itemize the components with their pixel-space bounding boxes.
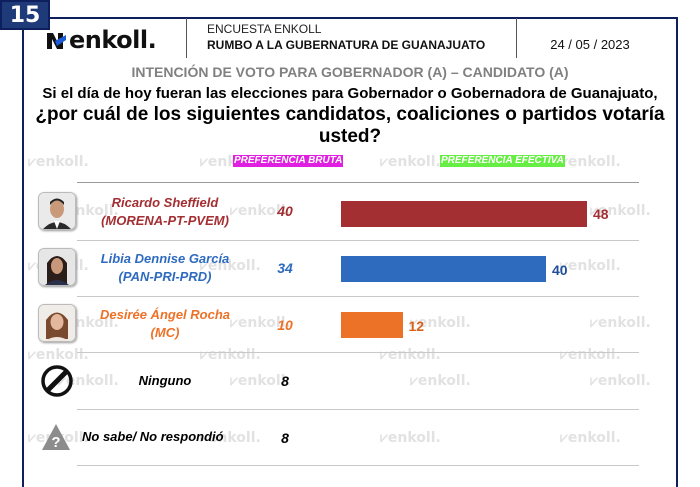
watermark: ⩗enkoll. [230, 203, 291, 219]
option-label: Ninguno [138, 373, 192, 388]
watermark: ⩗enkoll. [380, 347, 441, 363]
slide-frame [22, 17, 678, 487]
bruta-value: 10 [277, 317, 293, 333]
watermark: ⩗enkoll. [230, 373, 291, 389]
row-divider [77, 240, 639, 241]
watermark: ⩗enkoll. [560, 347, 621, 363]
bruta-value: 8 [281, 430, 289, 446]
question-line-1: Si el día de hoy fueran las elecciones p… [42, 85, 658, 102]
watermark: ⩗enkoll. [200, 258, 261, 274]
prohibited-icon [40, 364, 74, 398]
header-divider [516, 18, 517, 58]
logo-text: enkoll. [69, 26, 157, 54]
watermark: ⩗enkoll. [560, 430, 621, 446]
slide-number: 15 [0, 0, 50, 30]
candidate-party: (MC) [150, 325, 180, 340]
efectiva-value: 12 [408, 318, 425, 334]
legend-preferencia-bruta: PREFERENCIA BRUTA [233, 155, 344, 167]
question-warning-icon: ? [40, 422, 72, 452]
watermark: ⩗enkoll. [410, 373, 471, 389]
logo-mark-icon [45, 29, 67, 51]
candidate-name-text: Desirée Ángel Rocha [99, 307, 231, 322]
watermark: ⩗enkoll. [590, 373, 651, 389]
candidate-party: (MORENA-PT-PVEM) [101, 213, 229, 228]
enkoll-logo: enkoll. [45, 26, 157, 54]
efectiva-bar [341, 201, 587, 227]
row-divider [77, 296, 639, 297]
option-label: No sabe/ No respondió [82, 429, 224, 444]
row-divider [77, 409, 639, 410]
watermark: ⩗enkoll. [58, 373, 119, 389]
efectiva-bar [341, 256, 546, 282]
efectiva-bar [341, 312, 403, 338]
bruta-value: 34 [277, 260, 293, 276]
candidate-party: (PAN-PRI-PRD) [118, 269, 212, 284]
watermark: ⩗enkoll. [560, 154, 621, 170]
candidate-photo-icon [38, 248, 76, 286]
watermark: ⩗enkoll. [380, 430, 441, 446]
efectiva-value: 40 [552, 262, 568, 278]
watermark: ⩗enkoll. [380, 154, 441, 170]
candidate-photo-icon [38, 192, 76, 230]
survey-date: 24 / 05 / 2023 [550, 37, 630, 52]
watermark: ⩗enkoll. [200, 430, 261, 446]
watermark: ⩗enkoll. [590, 315, 651, 331]
watermark: ⩗enkoll. [410, 315, 471, 331]
row-divider [77, 352, 639, 353]
candidate-name-text: Ricardo Sheffield [111, 195, 219, 210]
watermark: ⩗enkoll. [230, 315, 291, 331]
survey-title: RUMBO A LA GUBERNATURA DE GUANAJUATO [207, 38, 486, 52]
svg-text:?: ? [51, 434, 60, 451]
candidate-photo-icon [38, 304, 76, 342]
watermark: ⩗enkoll. [28, 154, 89, 170]
watermark: ⩗enkoll. [28, 347, 89, 363]
row-divider [77, 465, 639, 466]
candidate-name: Libia Dennise García (PAN-PRI-PRD) [80, 250, 250, 286]
candidate-name: Desirée Ángel Rocha (MC) [80, 306, 250, 342]
bruta-value: 40 [277, 203, 293, 219]
survey-label: ENCUESTA ENKOLL [207, 22, 322, 36]
efectiva-value: 48 [593, 206, 609, 222]
bruta-value: 8 [281, 373, 289, 389]
question-line-2: ¿por cuál de los siguientes candidatos, … [35, 104, 665, 147]
chart-title: INTENCIÓN DE VOTO PARA GOBERNADOR (A) – … [131, 64, 569, 80]
candidate-name-text: Libia Dennise García [100, 251, 230, 266]
candidate-name: Ricardo Sheffield (MORENA-PT-PVEM) [80, 194, 250, 230]
watermark: ⩗enkoll. [200, 347, 261, 363]
header-divider [186, 18, 187, 58]
watermark: ⩗enkoll. [590, 203, 651, 219]
watermark: ⩗enkoll. [560, 258, 621, 274]
legend-preferencia-efectiva: PREFERENCIA EFECTIVA [440, 155, 565, 167]
row-divider [77, 182, 639, 183]
